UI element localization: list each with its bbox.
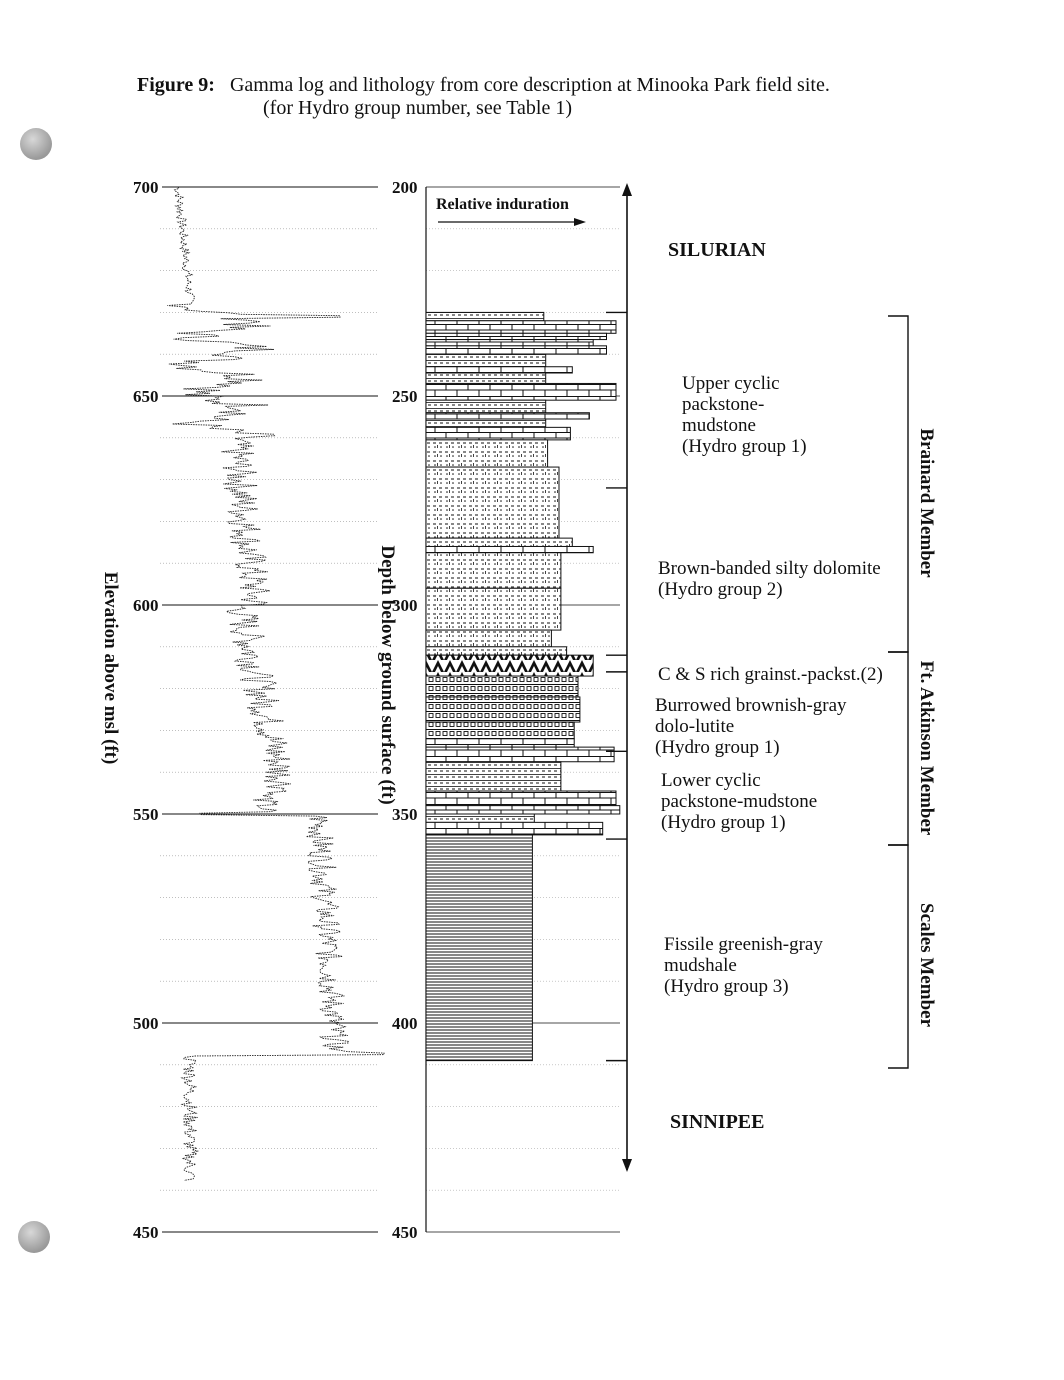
unit-label-line: Lower cyclic: [661, 770, 761, 791]
elevation-axis-label: Elevation above msl (ft): [100, 572, 121, 765]
lithology-bed-lime: [425, 426, 571, 441]
lithology-bed-lime: [425, 790, 617, 807]
depth-tick-label: 350: [392, 805, 418, 824]
lithology-bed-shale: [425, 834, 533, 1062]
unit-label-line: (Hydro group 1): [661, 812, 786, 833]
depth-tick-label: 400: [392, 1014, 418, 1033]
lithology-bed-mud: [425, 353, 547, 368]
gamma-log-trace: [167, 186, 385, 1181]
formation-arrow-up: [622, 183, 632, 196]
depth-tick-label: 200: [392, 178, 418, 197]
figure-label: Figure 9:: [137, 74, 215, 96]
unit-label-line: dolo-lutite: [655, 716, 734, 737]
lithology-bed-lime: [425, 339, 594, 347]
depth-axis-label: Depth below ground surface (ft): [377, 545, 398, 804]
lithology-bed-lime: [425, 805, 621, 815]
hole-punch-top: [20, 128, 52, 160]
lithology-bed-dolo: [425, 646, 568, 656]
elevation-tick-label: 600: [133, 596, 159, 615]
elevation-axis: Elevation above msl (ft) 700 650 600 550 500…: [100, 178, 378, 1242]
lithology-bed-dolo: [425, 439, 549, 468]
elevation-tick-label: 650: [133, 387, 159, 406]
lithology-bed-lime: [425, 545, 594, 554]
unit-label: Upper cyclic packstone-mudstone (Hydro gro…: [682, 373, 807, 457]
gamma-log: [167, 186, 385, 1181]
unit-label-line: (Hydro group 1): [682, 436, 807, 457]
member-bracket: [888, 844, 909, 1069]
lithology-bed-cs: [425, 654, 594, 677]
elevation-tick-label: 450: [133, 1223, 159, 1242]
unit-label-line: (Hydro group 2): [658, 579, 783, 600]
member-bracket: [888, 315, 909, 653]
lithology-bed-lime: [425, 382, 617, 401]
lithology-bed-lime: [425, 320, 617, 334]
induration-indicator: Relative induration: [436, 196, 586, 226]
lithology-bed-lime: [425, 332, 607, 341]
unit-label-line: packstone-: [682, 394, 764, 415]
formation-arrow-down: [622, 1159, 632, 1172]
formation-arrow: [606, 183, 632, 1172]
lithology-bed-mud: [425, 761, 562, 792]
formation-top-label: SILURIAN: [668, 239, 766, 261]
depth-tick-label: 450: [392, 1223, 418, 1242]
lithology-bed-lime: [425, 412, 590, 420]
unit-label-line: packstone-mudstone: [661, 791, 817, 812]
figure-caption: Figure 9: Gamma log and lithology from c…: [137, 74, 830, 119]
lithology-bed-mud: [425, 418, 547, 428]
member-label: Scales Member: [916, 903, 937, 1028]
elevation-tick-label: 700: [133, 178, 159, 197]
unit-label: Fissile greenish-gray mudshale (Hydro grou…: [664, 934, 823, 997]
unit-label: Burrowed brownish-gray dolo-lutite (Hydro …: [655, 695, 847, 758]
unit-label-line: mudstone: [682, 415, 756, 436]
induration-label: Relative induration: [436, 196, 569, 213]
lithology-bed-lime: [425, 366, 573, 374]
lithology-bed-dolo: [425, 552, 562, 589]
unit-label-line: Fissile greenish-gray: [664, 934, 823, 955]
elevation-tick-label: 550: [133, 805, 159, 824]
depth-tick-label: 250: [392, 387, 418, 406]
unit-label: C & S rich grainst.-packst.(2): [658, 664, 883, 685]
lithology-bed-lime: [425, 738, 575, 748]
unit-labels: Upper cyclic packstone-mudstone (Hydro gro…: [655, 373, 883, 997]
lithology-bed-burrow: [425, 721, 575, 740]
lithology-bed-mud: [425, 311, 545, 322]
depth-tick-label: 300: [392, 596, 418, 615]
unit-label-line: mudshale: [664, 955, 737, 976]
figure-note: (for Hydro group number, see Table 1): [263, 97, 573, 119]
lithology-bed-mud: [425, 813, 535, 823]
lithology-bed-dolo: [425, 537, 573, 547]
unit-label-line: (Hydro group 1): [655, 737, 780, 758]
lithology-bed-burrow: [425, 696, 581, 723]
lithology-bed-lime: [425, 746, 615, 763]
lithology-bed-dolo: [425, 629, 552, 648]
unit-label-line: Brown-banded silty dolomite: [658, 558, 881, 579]
unit-label-line: Burrowed brownish-gray: [655, 695, 847, 716]
lithology-bed-lime: [425, 821, 604, 836]
unit-label: Lower cyclic packstone-mudstone (Hydro gro…: [661, 770, 817, 833]
unit-label-line: Upper cyclic: [682, 373, 780, 394]
member-brackets: Brainard Member Ft. Atkinson Member Scales…: [888, 315, 937, 1069]
induration-arrow-head: [574, 218, 586, 226]
lithology-bed-dolo: [425, 587, 562, 631]
unit-label: Brown-banded silty dolomite (Hydro group …: [658, 558, 881, 600]
formation-bottom-label: SINNIPEE: [670, 1111, 764, 1133]
figure-title: Gamma log and lithology from core descri…: [229, 74, 830, 96]
lithology-bed-burrow: [425, 675, 579, 698]
lithology-bed-dolo: [425, 466, 560, 539]
lithology-bed-mud: [425, 399, 547, 414]
member-label: Ft. Atkinson Member: [916, 661, 937, 836]
member-bracket: [888, 651, 909, 846]
elevation-tick-label: 500: [133, 1014, 159, 1033]
hole-punch-bottom: [18, 1221, 50, 1253]
lithology-bed-lime: [425, 345, 607, 355]
unit-label-line: (Hydro group 3): [664, 976, 789, 997]
member-label: Brainard Member: [916, 428, 937, 578]
lithology-column: [425, 311, 621, 1062]
lithology-bed-mud: [425, 372, 547, 384]
unit-label-line: C & S rich grainst.-packst.(2): [658, 664, 883, 685]
